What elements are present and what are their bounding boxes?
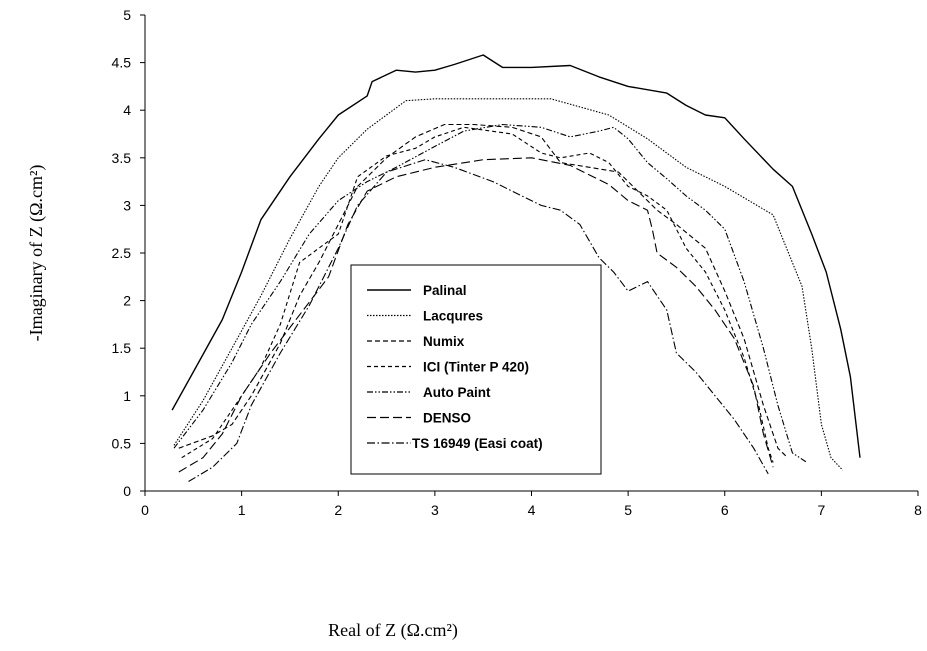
legend: Palinal Lacqures Numix ICI (Tinter P 420) Au…	[350, 264, 602, 475]
series-line	[178, 123, 788, 459]
x-tick-label: 4	[528, 502, 536, 518]
x-tick-label: 7	[817, 502, 825, 518]
x-tick-label: 0	[141, 502, 149, 518]
x-axis-ticks: 0 1 2 3 4 5 6 7 8	[141, 491, 922, 518]
x-tick-label: 5	[624, 502, 632, 518]
x-tick-label: 3	[431, 502, 439, 518]
series-line	[171, 54, 861, 458]
legend-label: Palinal	[423, 283, 467, 298]
y-tick-label: 1	[123, 388, 131, 404]
y-tick-label: 0.5	[112, 435, 132, 451]
legend-label: TS 16949 (Easi coat)	[412, 436, 543, 451]
series-line	[178, 157, 774, 473]
y-tick-label: 2	[123, 293, 131, 309]
y-axis-title: -Imaginary of Z (Ω.cm²)	[26, 165, 47, 342]
legend-label: DENSO	[423, 411, 471, 426]
legend-label: ICI (Tinter P 420)	[423, 360, 529, 375]
x-tick-label: 8	[914, 502, 922, 518]
plot-area: 0 0.5 1 1.5 2 2.5 3 3.5 4 4.5 5 0 1 2 3 4 5 6 7 8	[112, 7, 923, 518]
legend-label: Numix	[423, 334, 465, 349]
legend-items: Palinal Lacqures Numix ICI (Tinter P 420) Au…	[367, 283, 543, 451]
legend-label: Lacqures	[423, 309, 483, 324]
legend-box	[350, 264, 602, 475]
y-tick-label: 0	[123, 483, 131, 499]
series-line	[188, 159, 769, 482]
y-tick-label: 3	[123, 197, 131, 213]
y-tick-label: 2.5	[112, 245, 132, 261]
y-axis-ticks: 0 0.5 1 1.5 2 2.5 3 3.5 4 4.5 5	[112, 7, 145, 499]
series-line	[173, 98, 844, 471]
y-tick-label: 4.5	[112, 55, 132, 71]
series-lines	[171, 54, 861, 482]
y-tick-label: 4	[123, 102, 131, 118]
series-line	[181, 126, 774, 463]
x-tick-label: 2	[334, 502, 342, 518]
y-tick-label: 3.5	[112, 150, 132, 166]
x-axis-title: Real of Z (Ω.cm²)	[328, 620, 458, 641]
y-tick-label: 1.5	[112, 340, 132, 356]
legend-label: Auto Paint	[423, 385, 491, 400]
series-line	[173, 123, 808, 463]
x-tick-label: 1	[238, 502, 246, 518]
y-tick-label: 5	[123, 7, 131, 23]
x-tick-label: 6	[721, 502, 729, 518]
